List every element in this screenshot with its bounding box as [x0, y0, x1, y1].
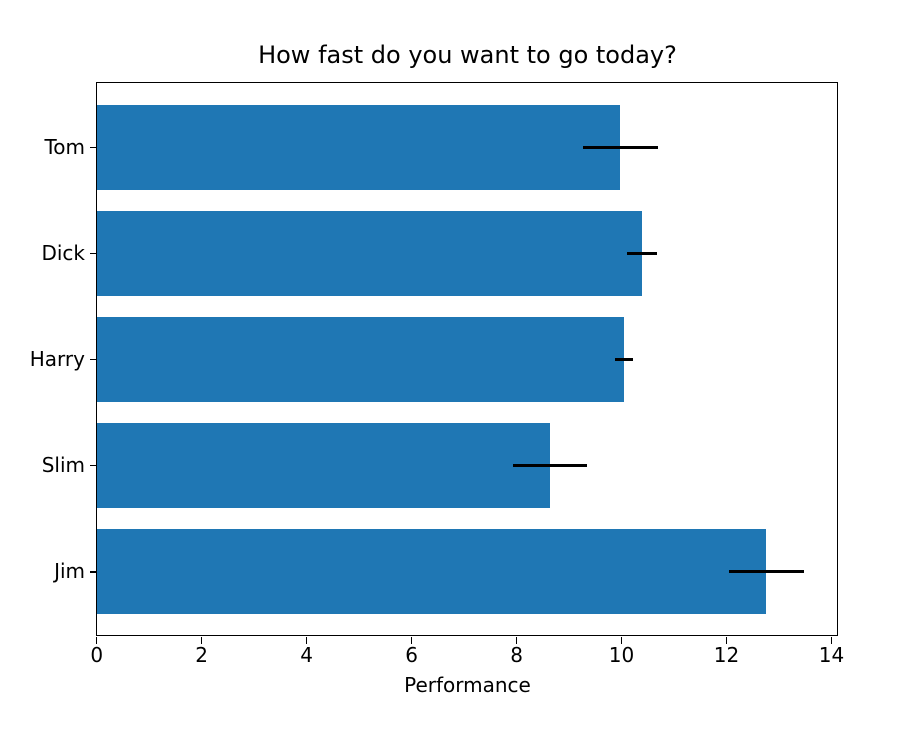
error-bar-harry — [615, 358, 634, 362]
y-tick-slim — [89, 464, 97, 467]
x-tick-label-6: 6 — [405, 642, 418, 667]
y-tick-label-tom: Tom — [44, 134, 85, 159]
x-tick-2 — [200, 636, 203, 644]
bar-jim — [96, 529, 767, 615]
x-tick-6 — [410, 636, 413, 644]
bar-slim — [96, 423, 551, 509]
y-tick-dick — [89, 252, 97, 255]
x-tick-label-8: 8 — [510, 642, 523, 667]
x-tick-12 — [725, 636, 728, 644]
chart-title: How fast do you want to go today? — [258, 41, 677, 69]
y-tick-harry — [89, 358, 97, 361]
error-bar-jim — [728, 570, 805, 574]
bar-harry — [96, 317, 625, 403]
y-tick-label-slim: Slim — [41, 453, 85, 478]
y-tick-label-harry: Harry — [29, 347, 85, 372]
x-tick-label-2: 2 — [195, 642, 209, 667]
x-axis-label: Performance — [404, 673, 531, 697]
bar-tom — [96, 104, 621, 190]
x-tick-label-14: 14 — [818, 642, 845, 667]
x-tick-label-10: 10 — [608, 642, 635, 667]
x-tick-10 — [620, 636, 623, 644]
x-tick-label-12: 12 — [713, 642, 740, 667]
y-tick-tom — [89, 146, 97, 149]
x-tick-4 — [305, 636, 308, 644]
y-tick-label-jim: Jim — [54, 559, 85, 584]
x-tick-0 — [95, 636, 98, 644]
x-tick-14 — [830, 636, 833, 644]
y-tick-jim — [89, 570, 97, 573]
error-bar-dick — [627, 252, 657, 255]
error-bar-slim — [512, 464, 588, 468]
bar-dick — [96, 211, 642, 296]
x-tick-label-0: 0 — [90, 642, 104, 667]
x-tick-8 — [515, 636, 518, 644]
error-bar-tom — [582, 145, 659, 149]
y-tick-label-dick: Dick — [41, 241, 85, 265]
x-tick-label-4: 4 — [300, 642, 313, 667]
